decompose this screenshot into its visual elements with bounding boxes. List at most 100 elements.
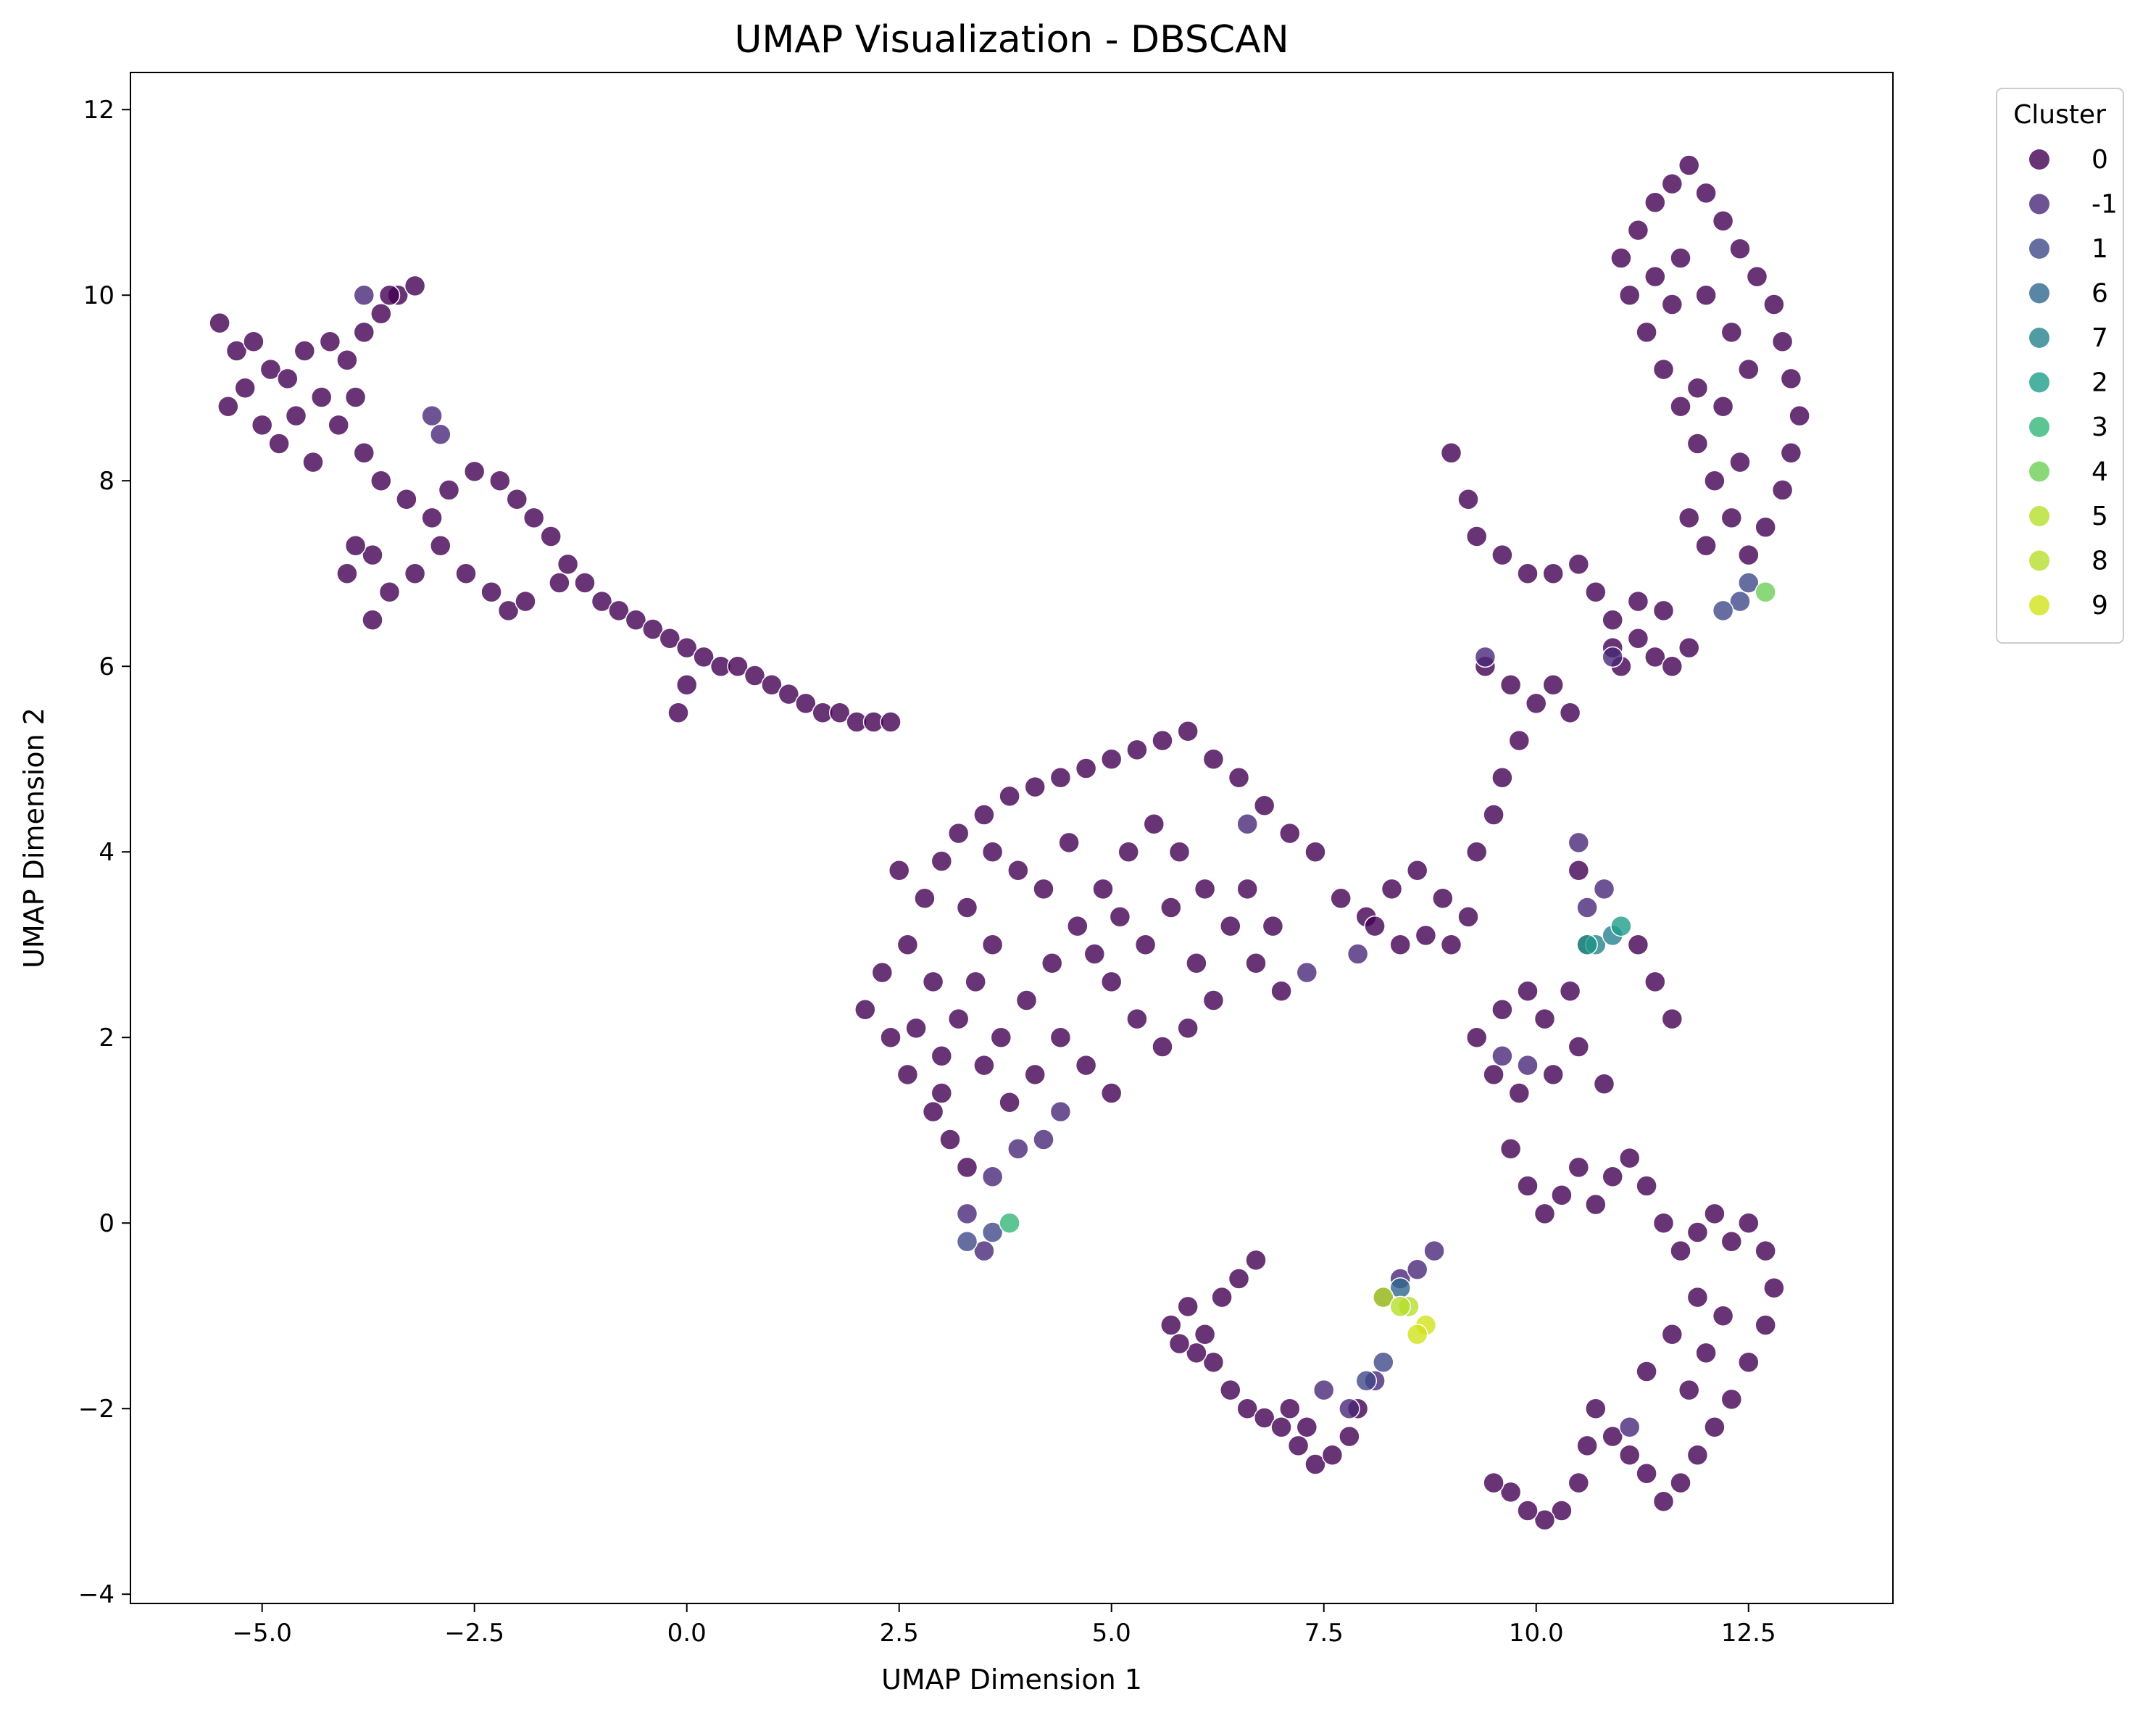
scatter-point-cluster-0-12 bbox=[370, 303, 392, 325]
scatter-point-cluster-0-264 bbox=[1704, 470, 1726, 491]
scatter-point-cluster-0-9 bbox=[319, 331, 341, 352]
scatter-point-cluster-0-67 bbox=[914, 887, 936, 909]
scatter-point-cluster-0-148 bbox=[1525, 692, 1547, 715]
scatter-point-cluster--1-20 bbox=[1517, 1054, 1539, 1076]
scatter-point-cluster-0-75 bbox=[956, 1156, 978, 1179]
scatter-point-cluster-0-149 bbox=[1542, 674, 1564, 696]
scatter-point-cluster-0-212 bbox=[1211, 1286, 1233, 1308]
scatter-point-cluster-0-24 bbox=[489, 470, 511, 491]
scatter-point-cluster-0-241 bbox=[1678, 636, 1700, 659]
scatter-point-cluster-0-196 bbox=[1576, 1435, 1598, 1457]
scatter-point-cluster-0-143 bbox=[1364, 915, 1386, 937]
scatter-point-cluster-0-110 bbox=[1126, 1008, 1148, 1030]
legend-label-5: 5 bbox=[2092, 502, 2108, 531]
scatter-point-cluster-0-63 bbox=[277, 368, 299, 390]
scatter-point-cluster-0-50 bbox=[362, 544, 383, 566]
scatter-point-cluster-0-77 bbox=[947, 1008, 970, 1030]
scatter-point-cluster-0-198 bbox=[1551, 1500, 1573, 1522]
scatter-point-cluster-0-141 bbox=[1415, 924, 1437, 947]
scatter-point-cluster-2-0 bbox=[1610, 915, 1632, 937]
scatter-point-cluster-0-171 bbox=[1551, 1184, 1573, 1206]
scatter-point-cluster-0-267 bbox=[1652, 358, 1675, 381]
scatter-point-cluster-0-138 bbox=[1432, 887, 1454, 909]
scatter-point-cluster-0-271 bbox=[1670, 247, 1691, 269]
scatter-point-cluster-0-168 bbox=[1499, 1138, 1522, 1160]
scatter-point-cluster-0-187 bbox=[1720, 1388, 1743, 1411]
scatter-point-cluster-0-94 bbox=[1253, 794, 1275, 816]
scatter-point-cluster-0-243 bbox=[1627, 590, 1649, 613]
scatter-point-cluster-0-128 bbox=[1160, 897, 1182, 918]
scatter-point-cluster-0-123 bbox=[922, 971, 944, 993]
scatter-point-cluster-0-105 bbox=[1194, 878, 1216, 900]
scatter-point-cluster-0-139 bbox=[1457, 906, 1479, 928]
scatter-point-cluster-0-19 bbox=[370, 470, 392, 491]
x-tick-label: 0.0 bbox=[667, 1619, 707, 1648]
y-tick-label: −2 bbox=[78, 1395, 115, 1424]
scatter-point-cluster-0-132 bbox=[973, 1054, 995, 1076]
scatter-point-cluster-0-113 bbox=[1202, 989, 1225, 1011]
scatter-point-cluster-0-191 bbox=[1652, 1490, 1675, 1512]
scatter-point-cluster-0-79 bbox=[981, 934, 1004, 955]
scatter-point-cluster-0-232 bbox=[1491, 544, 1513, 566]
scatter-point-cluster-0-193 bbox=[1618, 1444, 1641, 1466]
scatter-point-cluster-0-163 bbox=[1568, 1036, 1590, 1058]
legend-marker-5 bbox=[2029, 506, 2049, 526]
scatter-point-cluster-0-147 bbox=[1508, 729, 1531, 752]
scatter-point-cluster-0-34 bbox=[659, 628, 681, 650]
y-tick-label: 10 bbox=[83, 281, 115, 310]
scatter-point-cluster--1-4 bbox=[973, 1240, 995, 1262]
scatter-point-cluster--1-3 bbox=[956, 1203, 978, 1225]
scatter-point-cluster--1-25 bbox=[1602, 646, 1623, 668]
scatter-point-cluster-0-233 bbox=[1517, 563, 1539, 584]
scatter-point-cluster-0-240 bbox=[1661, 655, 1683, 677]
scatter-point-cluster-0-119 bbox=[1033, 878, 1054, 900]
scatter-point-cluster-0-161 bbox=[1508, 1082, 1531, 1104]
scatter-point-cluster-0-259 bbox=[1780, 442, 1802, 464]
scatter-point-cluster-1-5 bbox=[1712, 599, 1734, 622]
scatter-point-cluster-8-0 bbox=[1373, 1286, 1394, 1308]
scatter-point-cluster-0-254 bbox=[1746, 265, 1768, 288]
scatter-point-cluster-0-181 bbox=[1720, 1231, 1743, 1253]
scatter-point-cluster-0-108 bbox=[1270, 980, 1292, 1002]
scatter-point-cluster-0-22 bbox=[438, 479, 460, 501]
scatter-point-cluster-0-173 bbox=[1585, 1193, 1607, 1216]
scatter-point-cluster-0-25 bbox=[506, 489, 528, 510]
scatter-point-cluster-0-73 bbox=[922, 1100, 944, 1123]
scatter-point-cluster-0-10 bbox=[336, 349, 358, 371]
legend-marker-2 bbox=[2029, 372, 2049, 393]
scatter-point-cluster-0-5 bbox=[268, 433, 290, 455]
scatter-point-cluster-0-28 bbox=[557, 553, 579, 576]
scatter-point-cluster-0-103 bbox=[1143, 813, 1165, 835]
scatter-point-cluster-0-269 bbox=[1618, 284, 1641, 306]
scatter-point-cluster-0-7 bbox=[259, 358, 282, 381]
scatter-point-cluster-0-272 bbox=[1695, 284, 1717, 306]
scatter-point-cluster-0-91 bbox=[1177, 721, 1199, 742]
scatter-point-cluster-0-58 bbox=[515, 590, 536, 613]
scatter-point-cluster-0-137 bbox=[1406, 860, 1428, 881]
scatter-point-cluster-0-23 bbox=[463, 460, 486, 483]
scatter-point-cluster-0-122 bbox=[981, 841, 1004, 863]
scatter-point-cluster-0-226 bbox=[1168, 1332, 1191, 1355]
scatter-point-cluster--1-11 bbox=[1347, 943, 1369, 965]
scatter-point-cluster-0-17 bbox=[302, 451, 324, 473]
scatter-point-cluster-0-60 bbox=[344, 535, 367, 557]
scatter-point-cluster-0-140 bbox=[1440, 934, 1462, 955]
scatter-point-cluster-0-115 bbox=[1024, 1063, 1046, 1086]
scatter-point-cluster-0-134 bbox=[1330, 887, 1352, 909]
legend-marker-9 bbox=[2029, 595, 2049, 615]
scatter-point-cluster-0-164 bbox=[1593, 1073, 1615, 1095]
scatter-point-cluster-0-42 bbox=[795, 692, 817, 715]
scatter-point-cluster-0-255 bbox=[1763, 294, 1785, 315]
scatter-point-cluster-0-15 bbox=[310, 386, 333, 408]
scatter-point-cluster--1-23 bbox=[1618, 1416, 1641, 1438]
scatter-point-cluster-0-222 bbox=[1321, 1444, 1344, 1466]
scatter-point-cluster-0-236 bbox=[1585, 581, 1607, 603]
scatter-point-cluster-0-172 bbox=[1568, 1156, 1590, 1179]
legend-marker-6 bbox=[2029, 283, 2049, 304]
scatter-point-cluster-0-70 bbox=[854, 999, 876, 1021]
scatter-point-cluster-0-87 bbox=[1075, 758, 1097, 779]
scatter-point-cluster-0-170 bbox=[1533, 1203, 1556, 1225]
scatter-point-cluster-0-18 bbox=[353, 442, 375, 464]
scatter-point-cluster--1-24 bbox=[1474, 646, 1497, 668]
